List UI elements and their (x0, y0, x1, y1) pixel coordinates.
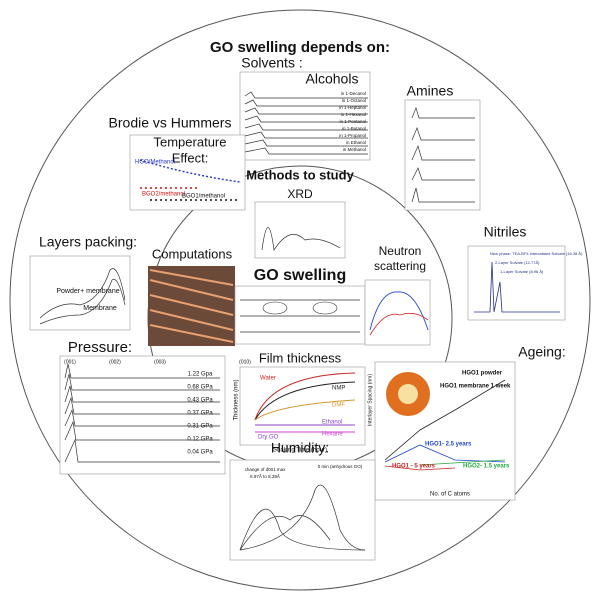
panel-title: Effect: (172, 150, 209, 165)
pressure-panel (59, 355, 226, 475)
series-label: in 1-Decanol (341, 91, 366, 96)
peak-label: (003) (154, 359, 166, 365)
series-label: in Methanol (343, 147, 366, 152)
panel-title: Alcohols (306, 71, 359, 87)
level-label: 1.22 Gpa (188, 372, 213, 378)
title: GO swelling depends on: (210, 39, 390, 56)
axis-label: No. of C atoms (430, 492, 470, 498)
section-label: Amines (407, 83, 454, 99)
neutron-panel (364, 279, 431, 346)
level-label: 0.68 GPa (187, 385, 213, 391)
schematic-panel (234, 285, 366, 345)
legend-label: Membrane (83, 305, 117, 312)
series-label: Water (260, 376, 276, 382)
series-label: in Ethanol (346, 140, 366, 145)
panel-title: Temperature (154, 134, 227, 149)
series-label: in 1-Pentanol (339, 119, 366, 124)
section-label: Ageing: (518, 344, 565, 360)
section-label: Humidity: (271, 440, 329, 456)
section-label: Brodie vs Hummers (109, 115, 232, 131)
note: change of d001 max (245, 467, 287, 472)
nitriles-panel (467, 245, 566, 321)
level-label: 0.43 GPa (187, 398, 213, 404)
series-label: in 1-Octanol (342, 98, 366, 103)
series-label: DMF (332, 403, 345, 409)
series-label: in 1-Propanol (339, 133, 366, 138)
note: 0 min (anhydrous GO) (318, 464, 363, 469)
axis-label: Soaking Time (hour) (273, 448, 327, 454)
legend-label: HGO/Methanol (135, 160, 175, 166)
series-label: Hexane (322, 432, 343, 438)
section-label: Layers packing: (39, 234, 137, 250)
note: 6.97Å to 8.39Å (250, 473, 280, 479)
axis-label: Thickness (nm) (234, 379, 240, 420)
legend-label: HGO1 membrane 1 week (440, 384, 511, 390)
legend-label: New phase: TEA-BF4 intercalated Solvate … (490, 251, 583, 256)
section-label: Computations (152, 246, 233, 261)
humidity-panel (229, 459, 376, 561)
legend-label: BGO2/methanol (142, 192, 185, 198)
section-label: scattering (374, 259, 426, 273)
series-label: NMP (332, 386, 345, 392)
series-label: in 1-Butanol (342, 126, 366, 131)
xrd-panel (254, 201, 346, 259)
legend-label: HGO1 - 5 years (392, 464, 436, 470)
amines-panel (404, 99, 481, 211)
computations-panel (148, 266, 235, 346)
series-label: Dry GO (258, 435, 279, 441)
layers-panel (29, 255, 131, 331)
legend-label: 1-Layer Solvate (8.96 Å) (500, 269, 544, 274)
section-label: Solvents : (241, 55, 302, 71)
legend-label: HGO1- 2.5 years (425, 442, 472, 448)
temperature-panel (129, 134, 246, 211)
axis-label: Interlayer Spacing (nm) (367, 374, 373, 426)
legend-label: 2-Layer Solvate (12.77Å) (495, 260, 540, 265)
section-label: Pressure: (68, 339, 132, 356)
level-label: 0.31 GPa (187, 424, 213, 430)
outer-circle (9, 9, 591, 591)
center-label: GO swelling (254, 267, 346, 284)
legend-label: HGO1 powder (462, 371, 503, 377)
panel-title: XRD (287, 187, 313, 201)
ageing-panel (374, 361, 516, 501)
legend-label: HGO2- 1.5 years (463, 464, 510, 470)
level-label: 0.04 GPa (187, 450, 213, 456)
legend-label: BGO1/methanol (182, 194, 225, 200)
level-label: 0.37 GPa (187, 411, 213, 417)
section-label: Nitriles (484, 224, 527, 240)
series-label: in 1-Hexanol (341, 112, 366, 117)
alcohols-panel (239, 71, 371, 161)
peak-label: (001) (64, 359, 76, 365)
peak-label: (002) (109, 359, 121, 365)
series-label: Ethanol (322, 420, 342, 426)
film-panel (239, 366, 366, 446)
level-label: 0.12 GPa (187, 437, 213, 443)
peak-label: (010) (239, 359, 251, 365)
section-label: Film thickness (259, 350, 342, 365)
legend-label: Powder+ membrane (56, 288, 119, 295)
section-label: Methods to study (246, 167, 354, 182)
section-label: Neutron (379, 244, 422, 258)
series-label: in 1-Heptanol (339, 105, 366, 110)
